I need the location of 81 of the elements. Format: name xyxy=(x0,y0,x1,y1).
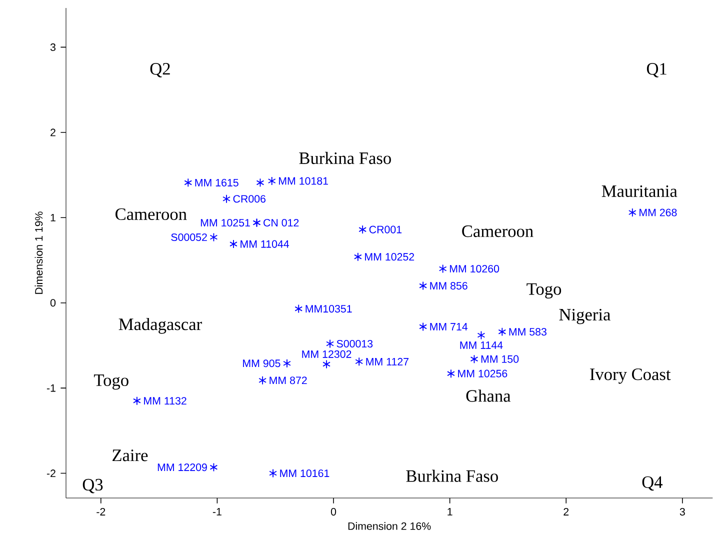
y-tick-label: 3 xyxy=(50,43,56,51)
y-axis-title: Dimension 1 19% xyxy=(34,212,43,294)
point xyxy=(222,194,230,204)
point xyxy=(283,358,291,368)
data-label: MM 10181 xyxy=(279,177,328,185)
annotation: Burkina Faso xyxy=(299,152,391,164)
annotation: Cameroon xyxy=(116,208,187,220)
data-label: MM 714 xyxy=(430,323,468,330)
point xyxy=(470,354,478,364)
data-label: MM 12302 xyxy=(302,350,352,358)
y-tick-label: -1 xyxy=(46,384,56,392)
point xyxy=(268,176,276,186)
point xyxy=(447,369,455,378)
data-label: MM 583 xyxy=(509,328,546,336)
data-label: MM10351 xyxy=(306,305,352,313)
data-label: MM 1144 xyxy=(460,341,503,349)
data-label: MM 1615 xyxy=(195,178,238,186)
point xyxy=(269,468,277,478)
annotation: Ghana xyxy=(466,390,511,402)
point xyxy=(498,327,506,336)
data-label: MM 905 xyxy=(243,360,280,368)
annotation: Zaire xyxy=(112,450,148,462)
annotation: Q3 xyxy=(82,478,103,494)
point xyxy=(326,339,334,348)
point xyxy=(256,178,264,188)
y-tick-label: -2 xyxy=(46,470,56,477)
annotation: Togo xyxy=(94,374,128,390)
data-label: MM 10252 xyxy=(365,253,414,261)
y-tick-label: 2 xyxy=(50,128,56,136)
annotation: Q4 xyxy=(642,476,663,491)
annotation: Madagascar xyxy=(118,318,202,334)
x-tick-label: 1 xyxy=(448,508,452,516)
point xyxy=(438,264,447,274)
annotation: Togo xyxy=(526,283,562,298)
data-label: S00013 xyxy=(336,340,373,348)
data-label: MM 10260 xyxy=(450,264,500,273)
data-label: CR001 xyxy=(369,226,402,234)
point xyxy=(354,252,362,262)
point xyxy=(355,357,364,366)
data-label: MM 10256 xyxy=(458,370,508,378)
data-label: MM 10161 xyxy=(280,470,330,478)
point xyxy=(294,304,303,314)
data-label: MM 11044 xyxy=(240,240,290,248)
data-label: CN 012 xyxy=(264,218,299,227)
annotation: Cameroon xyxy=(462,225,534,238)
point xyxy=(628,208,636,217)
x-axis-title: Dimension 2 16% xyxy=(348,522,431,530)
x-tick-label: 2 xyxy=(564,508,569,516)
data-label: MM 10251 xyxy=(200,218,250,227)
annotation: Ivory Coast xyxy=(590,368,671,384)
point xyxy=(210,232,218,242)
annotation: Nigeria xyxy=(559,308,610,324)
point xyxy=(230,240,238,249)
data-label: CR006 xyxy=(233,195,266,203)
x-tick-label: 0 xyxy=(330,508,336,516)
data-label: S00052 xyxy=(171,233,207,241)
data-label: MM 268 xyxy=(640,208,677,216)
point xyxy=(258,376,266,385)
point xyxy=(419,281,427,290)
y-tick-label: 1 xyxy=(50,214,56,222)
data-label: MM 150 xyxy=(481,355,519,363)
data-label: MM 856 xyxy=(430,282,468,290)
point xyxy=(133,396,141,406)
annotation: Q1 xyxy=(646,63,666,78)
point xyxy=(210,462,218,472)
y-tick-label: 0 xyxy=(50,299,56,307)
data-label: MM 872 xyxy=(270,376,307,384)
annotation: Burkina Faso xyxy=(406,470,498,482)
data-label: MM 1132 xyxy=(144,397,186,405)
point xyxy=(322,360,330,369)
x-tick-label: -1 xyxy=(212,508,222,516)
point xyxy=(184,178,192,188)
x-tick-label: -2 xyxy=(96,508,106,516)
x-tick-label: 3 xyxy=(680,508,685,516)
point xyxy=(358,225,367,234)
data-label: MM 1127 xyxy=(366,358,408,366)
point xyxy=(419,322,427,332)
annotation: Q2 xyxy=(150,63,170,78)
annotation: Mauritania xyxy=(602,185,678,198)
point xyxy=(477,330,486,340)
data-label: MM 12209 xyxy=(158,464,207,472)
